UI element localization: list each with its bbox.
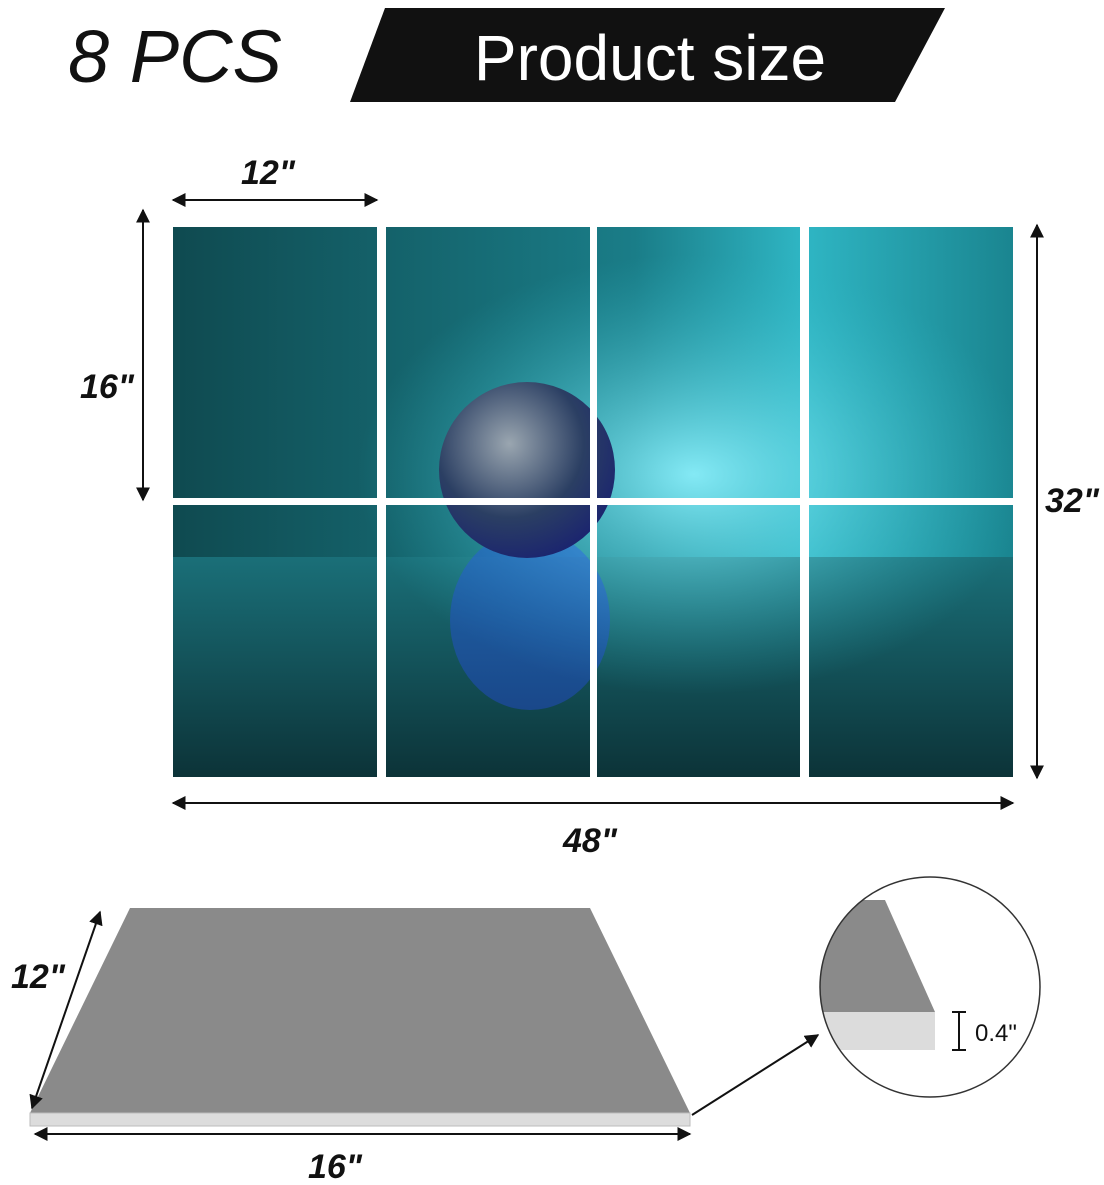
panel-face — [30, 908, 690, 1113]
thickness-label: 0.4" — [975, 1020, 1017, 1047]
title: Product size — [474, 22, 826, 94]
total-width-label: 48" — [562, 822, 618, 860]
zoom-arrow — [691, 1034, 820, 1116]
zoom-circle — [819, 876, 1041, 1098]
panel-width-label: 12" — [241, 154, 296, 192]
thickness-bracket — [952, 1011, 966, 1051]
total-height-label: 32" — [1045, 482, 1100, 520]
depth-label: 12" — [11, 958, 66, 996]
panel-detail-width-label: 16" — [308, 1148, 363, 1185]
title-banner — [350, 8, 945, 102]
count-label: 8 PCS — [68, 15, 282, 98]
zoom-detail — [820, 900, 935, 1050]
panel-height-label: 16" — [80, 368, 135, 406]
depth-arrow — [29, 910, 103, 1110]
wall-panels — [173, 227, 1013, 777]
panel-edge — [29, 1112, 691, 1127]
